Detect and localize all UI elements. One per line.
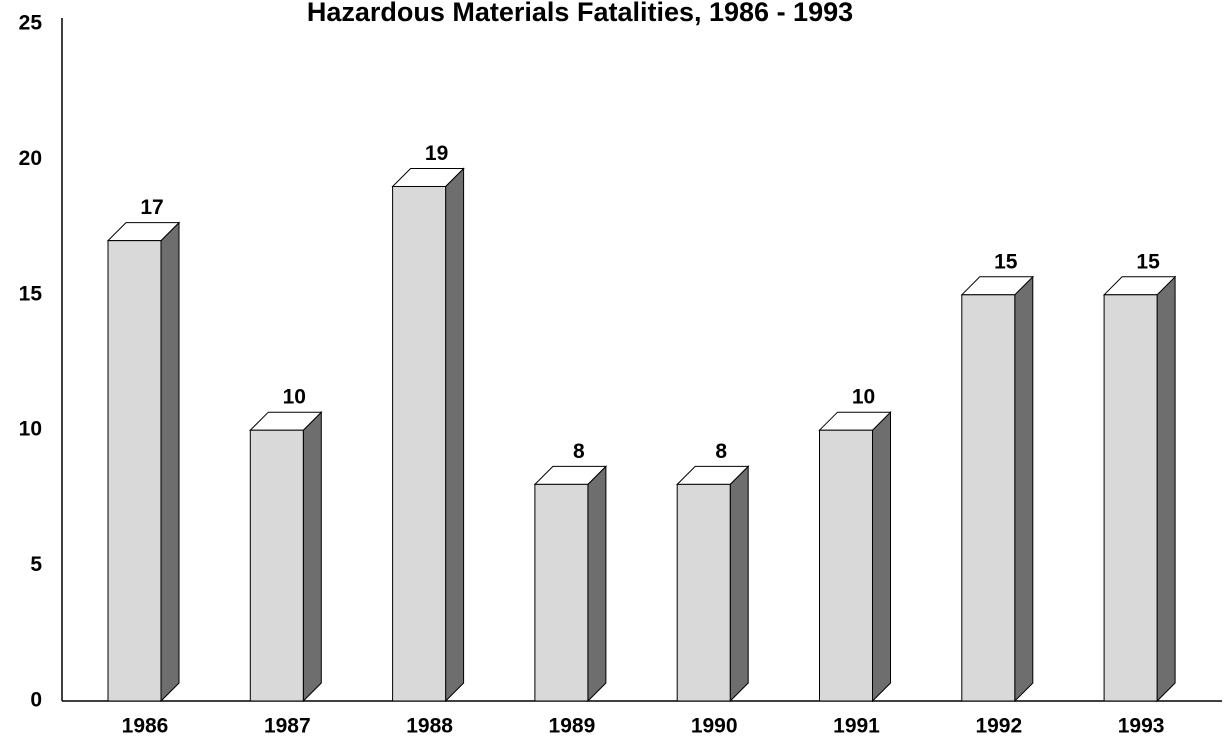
bar-side xyxy=(445,167,465,703)
x-tick-label: 1993 xyxy=(1118,715,1165,738)
bar xyxy=(249,429,304,702)
bar xyxy=(534,483,589,702)
bar-side xyxy=(872,410,891,703)
bar-side xyxy=(729,465,749,703)
x-tick-label: 1986 xyxy=(122,715,169,738)
bar xyxy=(961,294,1016,702)
x-tick-label: 1987 xyxy=(264,715,311,738)
bar xyxy=(1103,294,1158,702)
y-tick-label: 0 xyxy=(30,689,42,712)
bar xyxy=(676,483,731,702)
value-label: 10 xyxy=(283,386,306,409)
value-label: 19 xyxy=(425,142,448,165)
y-tick-label: 20 xyxy=(19,147,42,170)
y-tick-label: 15 xyxy=(19,282,43,305)
x-tick-label: 1989 xyxy=(549,715,596,738)
x-tick-label: 1990 xyxy=(691,715,738,738)
bar-side xyxy=(160,221,180,703)
value-label: 15 xyxy=(1136,250,1160,273)
bar-side xyxy=(1014,275,1034,703)
y-tick-label: 25 xyxy=(19,12,43,35)
x-tick-label: 1992 xyxy=(975,715,1022,738)
bar xyxy=(107,240,162,702)
value-label: 10 xyxy=(852,386,875,409)
chart-title: Hazardous Materials Fatalities, 1986 - 1… xyxy=(307,0,853,27)
x-tick-label: 1991 xyxy=(833,715,880,738)
x-tick-label: 1988 xyxy=(406,715,453,738)
bar-side xyxy=(587,465,607,703)
bar xyxy=(392,185,447,702)
value-label: 8 xyxy=(715,440,727,463)
value-label: 15 xyxy=(994,250,1018,273)
value-label: 17 xyxy=(140,196,163,219)
bar-side xyxy=(1156,275,1176,703)
y-tick-label: 5 xyxy=(30,553,42,576)
bar xyxy=(819,429,873,702)
bar-side xyxy=(302,410,322,703)
y-tick-label: 10 xyxy=(19,418,42,441)
value-label: 8 xyxy=(573,440,585,463)
